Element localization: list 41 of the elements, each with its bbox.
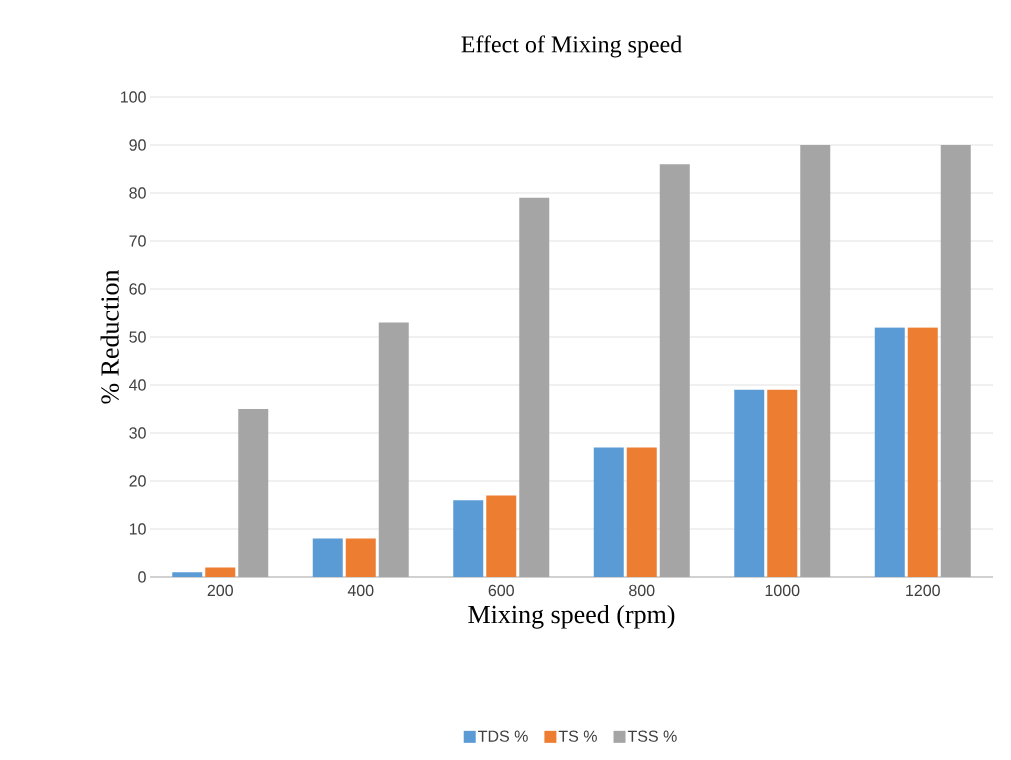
- bar: [907, 327, 938, 577]
- bar: [734, 389, 765, 577]
- bar: [940, 144, 971, 577]
- x-tick-label: 400: [347, 584, 374, 597]
- y-tick-label: 10: [129, 523, 146, 535]
- bar: [874, 327, 905, 577]
- bar: [378, 322, 409, 577]
- bar: [453, 500, 484, 577]
- bar: [312, 538, 343, 577]
- bar: [238, 409, 269, 577]
- y-tick-label: 100: [121, 91, 146, 103]
- bar: [767, 389, 798, 577]
- bar: [626, 447, 657, 577]
- legend-label: TS %: [558, 730, 597, 742]
- bar: [205, 567, 236, 577]
- x-tick-label: 1200: [906, 584, 940, 597]
- legend-label: TSS %: [627, 730, 677, 742]
- x-tick-label: 800: [629, 584, 655, 597]
- bar: [519, 197, 550, 577]
- bar: [593, 447, 624, 577]
- y-tick-label: 40: [129, 379, 146, 391]
- y-axis-title: % Reduction: [100, 269, 119, 404]
- y-tick-label: 50: [129, 331, 146, 343]
- chart-title: Effect of Mixing speed: [461, 35, 682, 58]
- legend-label: TDS %: [478, 730, 528, 742]
- y-tick-label: 80: [129, 187, 146, 199]
- y-tick-label: 70: [129, 235, 146, 247]
- x-tick-label: 200: [207, 584, 233, 597]
- y-tick-label: 30: [129, 427, 146, 439]
- bar: [172, 572, 203, 577]
- x-tick-label: 1000: [765, 584, 800, 597]
- x-tick-label: 600: [488, 584, 514, 597]
- bar: [800, 144, 831, 577]
- y-tick-label: 20: [129, 475, 146, 487]
- y-tick-label: 90: [129, 139, 146, 151]
- y-tick-label: 60: [129, 283, 146, 295]
- x-axis-title: Mixing speed (rpm): [468, 605, 675, 629]
- bar: [345, 538, 376, 577]
- bar: [486, 495, 517, 577]
- bar: [659, 164, 690, 577]
- y-tick-label: 0: [138, 571, 146, 583]
